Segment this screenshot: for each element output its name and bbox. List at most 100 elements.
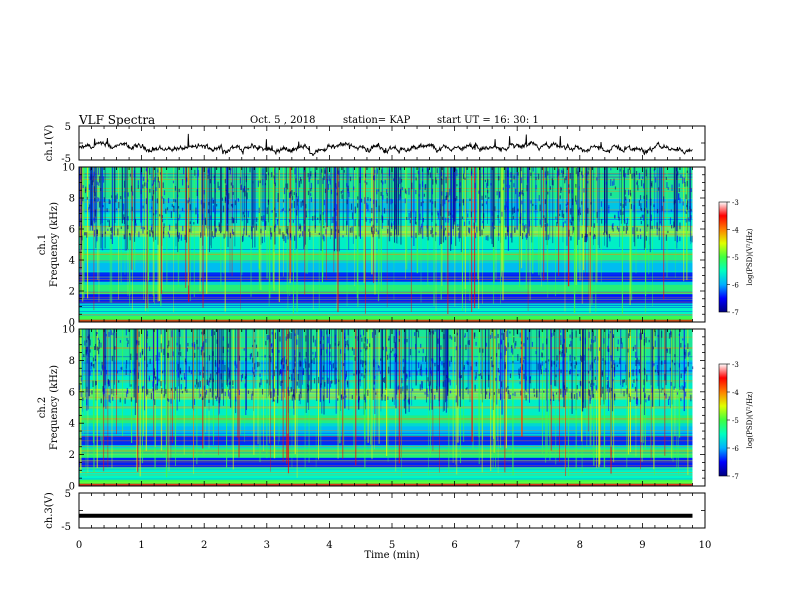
speckle bbox=[335, 183, 337, 188]
speckle bbox=[665, 393, 667, 399]
speckle bbox=[455, 168, 457, 171]
speckle bbox=[189, 204, 191, 211]
speckle bbox=[448, 211, 450, 216]
speckle bbox=[176, 342, 178, 346]
speckle bbox=[150, 227, 153, 233]
speckle bbox=[240, 374, 243, 382]
speckle bbox=[418, 194, 420, 197]
speckle bbox=[443, 229, 445, 236]
speckle bbox=[98, 347, 100, 355]
speckle bbox=[275, 224, 277, 228]
speckle bbox=[684, 351, 686, 359]
speckle bbox=[523, 373, 525, 380]
speckle bbox=[574, 357, 576, 360]
x-tick-label: 0 bbox=[76, 540, 82, 551]
speckle bbox=[542, 343, 544, 351]
speckle bbox=[600, 201, 603, 207]
speckle bbox=[661, 330, 663, 338]
speckle bbox=[454, 336, 456, 342]
speckle bbox=[307, 388, 309, 393]
speckle bbox=[149, 167, 151, 175]
speckle bbox=[668, 398, 670, 406]
speckle bbox=[674, 362, 676, 366]
speckle bbox=[382, 378, 385, 383]
speckle bbox=[636, 180, 638, 186]
speckle bbox=[539, 219, 541, 225]
speckle bbox=[669, 348, 671, 354]
speckle bbox=[231, 229, 234, 235]
speckle bbox=[344, 353, 346, 360]
speckle bbox=[351, 212, 354, 220]
speckle bbox=[299, 391, 301, 394]
speckle bbox=[620, 203, 622, 206]
x-ticks bbox=[78, 329, 706, 486]
speckle bbox=[86, 232, 88, 238]
speckle bbox=[85, 346, 87, 354]
speckle bbox=[417, 330, 420, 338]
speckle bbox=[293, 389, 295, 397]
speckle bbox=[106, 208, 108, 212]
speckle bbox=[545, 226, 547, 232]
x-tick-label: 6 bbox=[451, 540, 457, 551]
speckle bbox=[238, 355, 241, 361]
speckle bbox=[653, 204, 655, 208]
x-ticks bbox=[78, 167, 706, 322]
speckle bbox=[96, 229, 98, 234]
speckle bbox=[559, 350, 561, 355]
speckle bbox=[90, 362, 92, 370]
speckle bbox=[523, 356, 525, 360]
speckle bbox=[88, 207, 90, 211]
speckle bbox=[584, 233, 587, 237]
speckle bbox=[172, 180, 175, 184]
speckle bbox=[350, 203, 353, 210]
speckle bbox=[351, 395, 353, 399]
speckle bbox=[689, 351, 691, 356]
speckle bbox=[262, 168, 264, 176]
speckle bbox=[529, 375, 531, 379]
speckle bbox=[665, 176, 667, 180]
speckle bbox=[506, 229, 509, 236]
speckle bbox=[305, 335, 307, 342]
speckle bbox=[637, 235, 639, 239]
speckle bbox=[246, 192, 248, 200]
speckle bbox=[82, 185, 84, 189]
speckle bbox=[177, 371, 179, 378]
speckle bbox=[259, 373, 261, 377]
speckle bbox=[217, 181, 219, 188]
speckle bbox=[271, 348, 274, 353]
speckle bbox=[594, 335, 596, 342]
speckle bbox=[609, 331, 611, 334]
speckle bbox=[441, 178, 443, 185]
speckle bbox=[643, 183, 645, 189]
speckle bbox=[431, 201, 434, 205]
speckle bbox=[80, 377, 82, 382]
speckle bbox=[606, 231, 608, 235]
speckle bbox=[375, 228, 377, 232]
speckle bbox=[507, 342, 509, 348]
speckle bbox=[678, 188, 680, 192]
speckle bbox=[440, 172, 443, 176]
speckle bbox=[373, 175, 376, 181]
speckle bbox=[505, 184, 507, 187]
speckle bbox=[478, 373, 480, 377]
speckle bbox=[320, 348, 322, 356]
speckle bbox=[682, 201, 684, 206]
speckle bbox=[419, 183, 421, 190]
speckle bbox=[336, 192, 338, 196]
speckle bbox=[200, 349, 202, 356]
colorbar-tick-label: -3 bbox=[732, 361, 739, 369]
speckle bbox=[244, 376, 246, 380]
speckle bbox=[291, 388, 293, 392]
speckle bbox=[197, 219, 199, 224]
speckle bbox=[429, 381, 431, 387]
speckle bbox=[603, 338, 605, 344]
speckle bbox=[494, 206, 496, 212]
ch1-spectrogram-ylabel: Frequency (kHz) bbox=[49, 202, 60, 287]
speckle bbox=[442, 381, 444, 387]
speckle bbox=[127, 225, 129, 230]
speckle bbox=[386, 197, 388, 204]
speckle bbox=[415, 189, 417, 195]
speckle bbox=[513, 206, 515, 213]
speckle bbox=[146, 334, 148, 340]
